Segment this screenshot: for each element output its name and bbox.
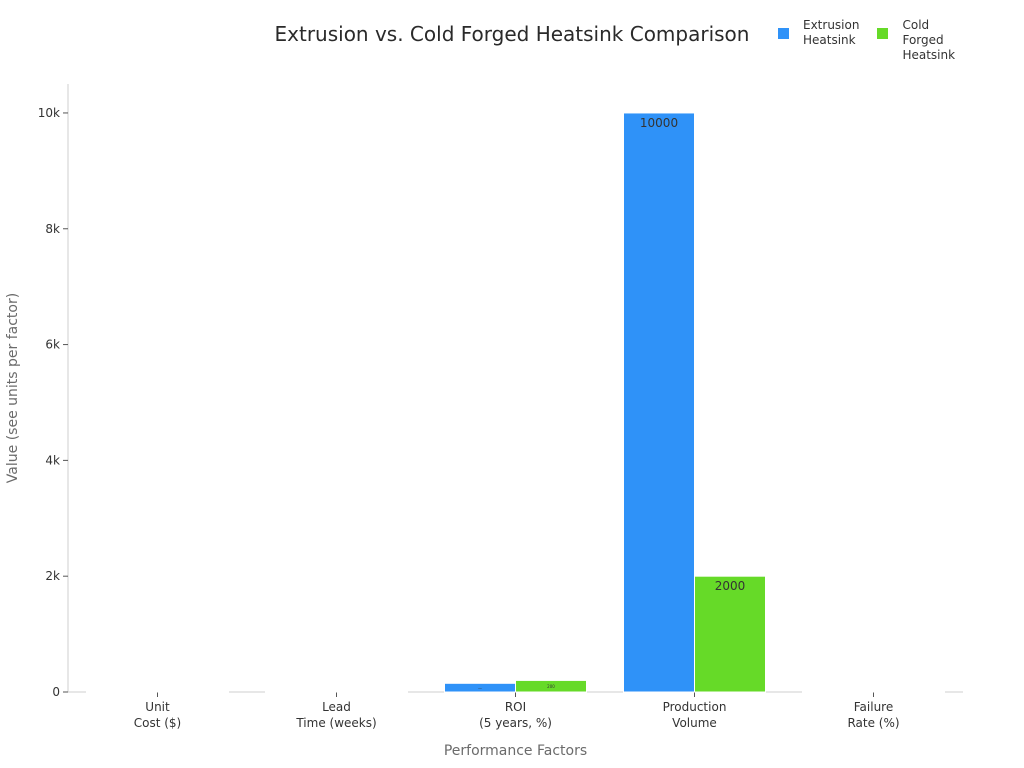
bar-cold-forged <box>515 679 587 693</box>
x-tick-label: Rate (%) <box>847 716 899 730</box>
y-tick-label: 10k <box>38 106 60 120</box>
y-tick-label: 4k <box>45 453 60 467</box>
x-tick-label: Volume <box>672 716 717 730</box>
y-tick-label: 2k <box>45 569 60 583</box>
data-label: 10000 <box>640 116 678 130</box>
y-axis-label: Value (see units per factor) <box>5 293 21 483</box>
y-tick-label: 6k <box>45 338 60 352</box>
x-tick-label: Production <box>663 700 727 714</box>
x-tick-label: ROI <box>505 700 526 714</box>
bar-cold-forged <box>873 690 945 693</box>
x-tick-label: (5 years, %) <box>479 716 552 730</box>
bar-extrusion <box>623 112 695 693</box>
x-tick-label: Lead <box>322 700 351 714</box>
legend-swatch-extrusion <box>778 28 789 39</box>
data-label: 2000 <box>715 579 746 593</box>
legend-item-cold-forged[interactable]: Cold Forged Heatsink <box>877 18 955 63</box>
x-axis-label: Performance Factors <box>444 743 587 759</box>
chart-legend: Extrusion Heatsink Cold Forged Heatsink <box>778 18 955 63</box>
y-tick-label: 0 <box>52 685 60 699</box>
legend-item-extrusion[interactable]: Extrusion Heatsink <box>778 18 859 63</box>
data-label: 200 <box>547 684 555 689</box>
chart-title: Extrusion vs. Cold Forged Heatsink Compa… <box>274 22 750 46</box>
legend-swatch-cold-forged <box>877 28 889 39</box>
bar-cold-forged <box>157 690 229 693</box>
bar-extrusion <box>86 690 158 693</box>
bar-extrusion <box>265 690 337 693</box>
legend-label-cold-forged: Cold Forged Heatsink <box>902 18 956 62</box>
x-tick-label: Unit <box>145 700 170 714</box>
x-tick-label: Cost ($) <box>134 716 182 730</box>
bar-extrusion <box>802 690 874 693</box>
x-tick-label: Time (weeks) <box>295 716 376 730</box>
bar-cold-forged <box>694 575 766 693</box>
x-tick-label: Failure <box>854 700 893 714</box>
y-tick-label: 8k <box>45 222 60 236</box>
bar-cold-forged <box>336 690 408 693</box>
data-label: — <box>478 686 482 691</box>
legend-label-extrusion: Extrusion Heatsink <box>803 18 860 47</box>
